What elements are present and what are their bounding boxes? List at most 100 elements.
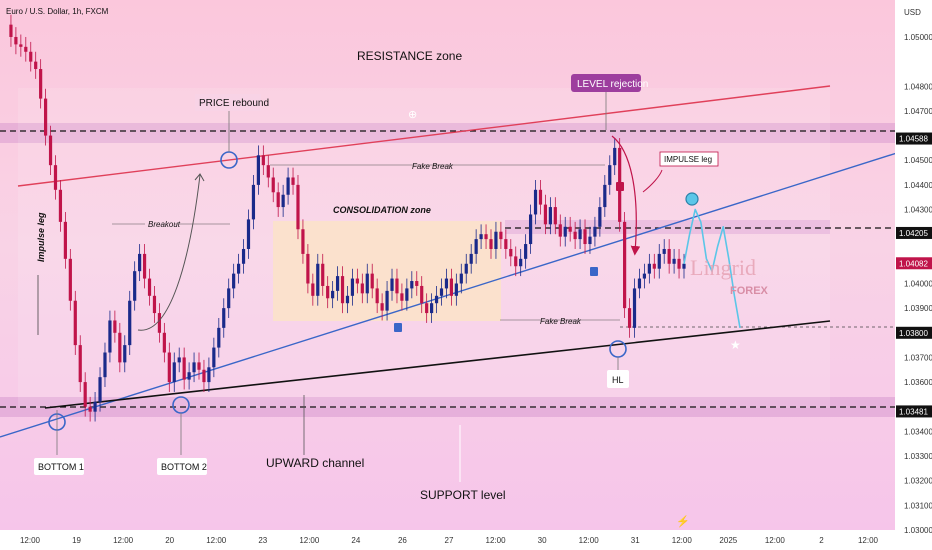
candle-body bbox=[335, 276, 340, 291]
candle-body bbox=[217, 327, 221, 348]
candle-body bbox=[14, 36, 18, 45]
candle-body bbox=[563, 226, 567, 237]
consolidation-zone-label: CONSOLIDATION zone bbox=[333, 205, 431, 215]
price-tick-label: 1.04800 bbox=[904, 82, 932, 91]
time-tick-label: 12:00 bbox=[113, 536, 134, 545]
price-tick-label: 1.05000 bbox=[904, 33, 932, 42]
candle-body bbox=[306, 253, 310, 284]
forecast-path bbox=[683, 208, 741, 329]
support-zone-band bbox=[0, 397, 895, 417]
candle-body bbox=[128, 300, 132, 346]
time-tick-label: 24 bbox=[351, 536, 360, 545]
candle-body bbox=[647, 263, 651, 274]
candle-body bbox=[519, 258, 523, 267]
price-tick-label: 1.04300 bbox=[904, 206, 932, 215]
candle-body bbox=[256, 155, 260, 185]
candle-body bbox=[326, 285, 330, 299]
bottom1-badge bbox=[34, 458, 84, 475]
price-tick-label: 1.04400 bbox=[904, 181, 932, 190]
candle-body bbox=[608, 165, 612, 185]
candle-body bbox=[667, 248, 671, 264]
price-tick-label: 1.03100 bbox=[904, 501, 932, 510]
candle-body bbox=[474, 239, 478, 254]
candle-body bbox=[172, 362, 176, 383]
candle-body bbox=[222, 308, 226, 328]
up-flag-icon bbox=[394, 323, 402, 332]
price-level-tag-target bbox=[896, 326, 932, 339]
candle-body bbox=[321, 263, 325, 286]
candle-body bbox=[266, 165, 270, 178]
candle-body bbox=[68, 258, 72, 301]
candle-body bbox=[281, 194, 285, 208]
candle-body bbox=[415, 281, 419, 286]
price-rebound-bg bbox=[195, 94, 261, 111]
price-axis-ticks: 1.050001.048001.047001.046001.045001.044… bbox=[904, 33, 932, 535]
candle-body bbox=[296, 184, 300, 230]
bottom2-badge bbox=[157, 458, 207, 475]
lingrid-logo: Lingrid bbox=[690, 255, 756, 280]
time-tick-label: 12:00 bbox=[20, 536, 41, 545]
fake-break-top-label: Fake Break bbox=[412, 162, 454, 171]
resistance-zone-label: RESISTANCE zone bbox=[357, 49, 462, 63]
price-level-value: 1.04082 bbox=[899, 259, 928, 268]
candle-body bbox=[19, 44, 23, 47]
candle-body bbox=[58, 189, 63, 222]
time-tick-label: 31 bbox=[631, 536, 640, 545]
candle-body bbox=[177, 357, 181, 363]
candle-body bbox=[380, 303, 384, 311]
candle-body bbox=[147, 278, 152, 296]
candle-body bbox=[202, 369, 206, 383]
candle-body bbox=[187, 372, 191, 380]
price-tick-label: 1.03300 bbox=[904, 452, 932, 461]
candle-body bbox=[53, 165, 58, 190]
candle-body bbox=[538, 189, 543, 205]
time-axis[interactable] bbox=[0, 530, 895, 550]
candle-body bbox=[504, 239, 508, 249]
down-flag-icon bbox=[616, 182, 624, 191]
candle-body bbox=[543, 204, 548, 225]
price-tick-label: 1.03400 bbox=[904, 427, 932, 436]
candle-body bbox=[360, 283, 364, 294]
price-axis[interactable] bbox=[895, 0, 932, 550]
candle-body bbox=[489, 239, 493, 249]
time-tick-label: 12:00 bbox=[206, 536, 227, 545]
candlestick-series bbox=[9, 14, 686, 422]
price-tick-label: 1.04700 bbox=[904, 107, 932, 116]
rejection-arrow bbox=[611, 135, 641, 256]
candle-body bbox=[672, 258, 676, 264]
candle-body bbox=[207, 367, 211, 383]
candle-body bbox=[123, 345, 127, 363]
level-rejection-label: LEVEL rejection bbox=[577, 79, 648, 90]
candle-body bbox=[78, 345, 82, 383]
time-tick-label: 20 bbox=[165, 536, 174, 545]
candle-body bbox=[459, 273, 463, 284]
time-tick-label: 12:00 bbox=[858, 536, 879, 545]
candle-body bbox=[83, 382, 87, 407]
price-level-tag-support bbox=[896, 405, 932, 418]
candle-body bbox=[227, 288, 231, 309]
impulse-pointer bbox=[642, 169, 663, 193]
candle-body bbox=[405, 288, 409, 301]
target-bubble bbox=[685, 192, 699, 206]
candle-body bbox=[212, 347, 216, 368]
candle-body bbox=[449, 278, 454, 296]
candle-body bbox=[420, 285, 424, 304]
candle-body bbox=[677, 258, 681, 269]
hl-badge bbox=[607, 370, 629, 388]
candle-body bbox=[583, 229, 587, 245]
candle-body bbox=[454, 283, 458, 296]
price-tick-label: 1.04500 bbox=[904, 156, 932, 165]
candle-body bbox=[142, 253, 147, 279]
candle-body bbox=[469, 253, 473, 264]
candle-body bbox=[162, 332, 166, 353]
candle-body bbox=[246, 219, 251, 249]
candle-body bbox=[533, 189, 538, 215]
price-level-tag-resistance bbox=[896, 132, 932, 145]
candle-body bbox=[29, 51, 33, 62]
candle-body bbox=[311, 283, 315, 296]
candle-body bbox=[182, 357, 186, 380]
candle-body bbox=[375, 288, 379, 304]
candle-body bbox=[524, 244, 528, 259]
currency-label: USD bbox=[904, 8, 921, 17]
time-tick-label: 12:00 bbox=[765, 536, 786, 545]
